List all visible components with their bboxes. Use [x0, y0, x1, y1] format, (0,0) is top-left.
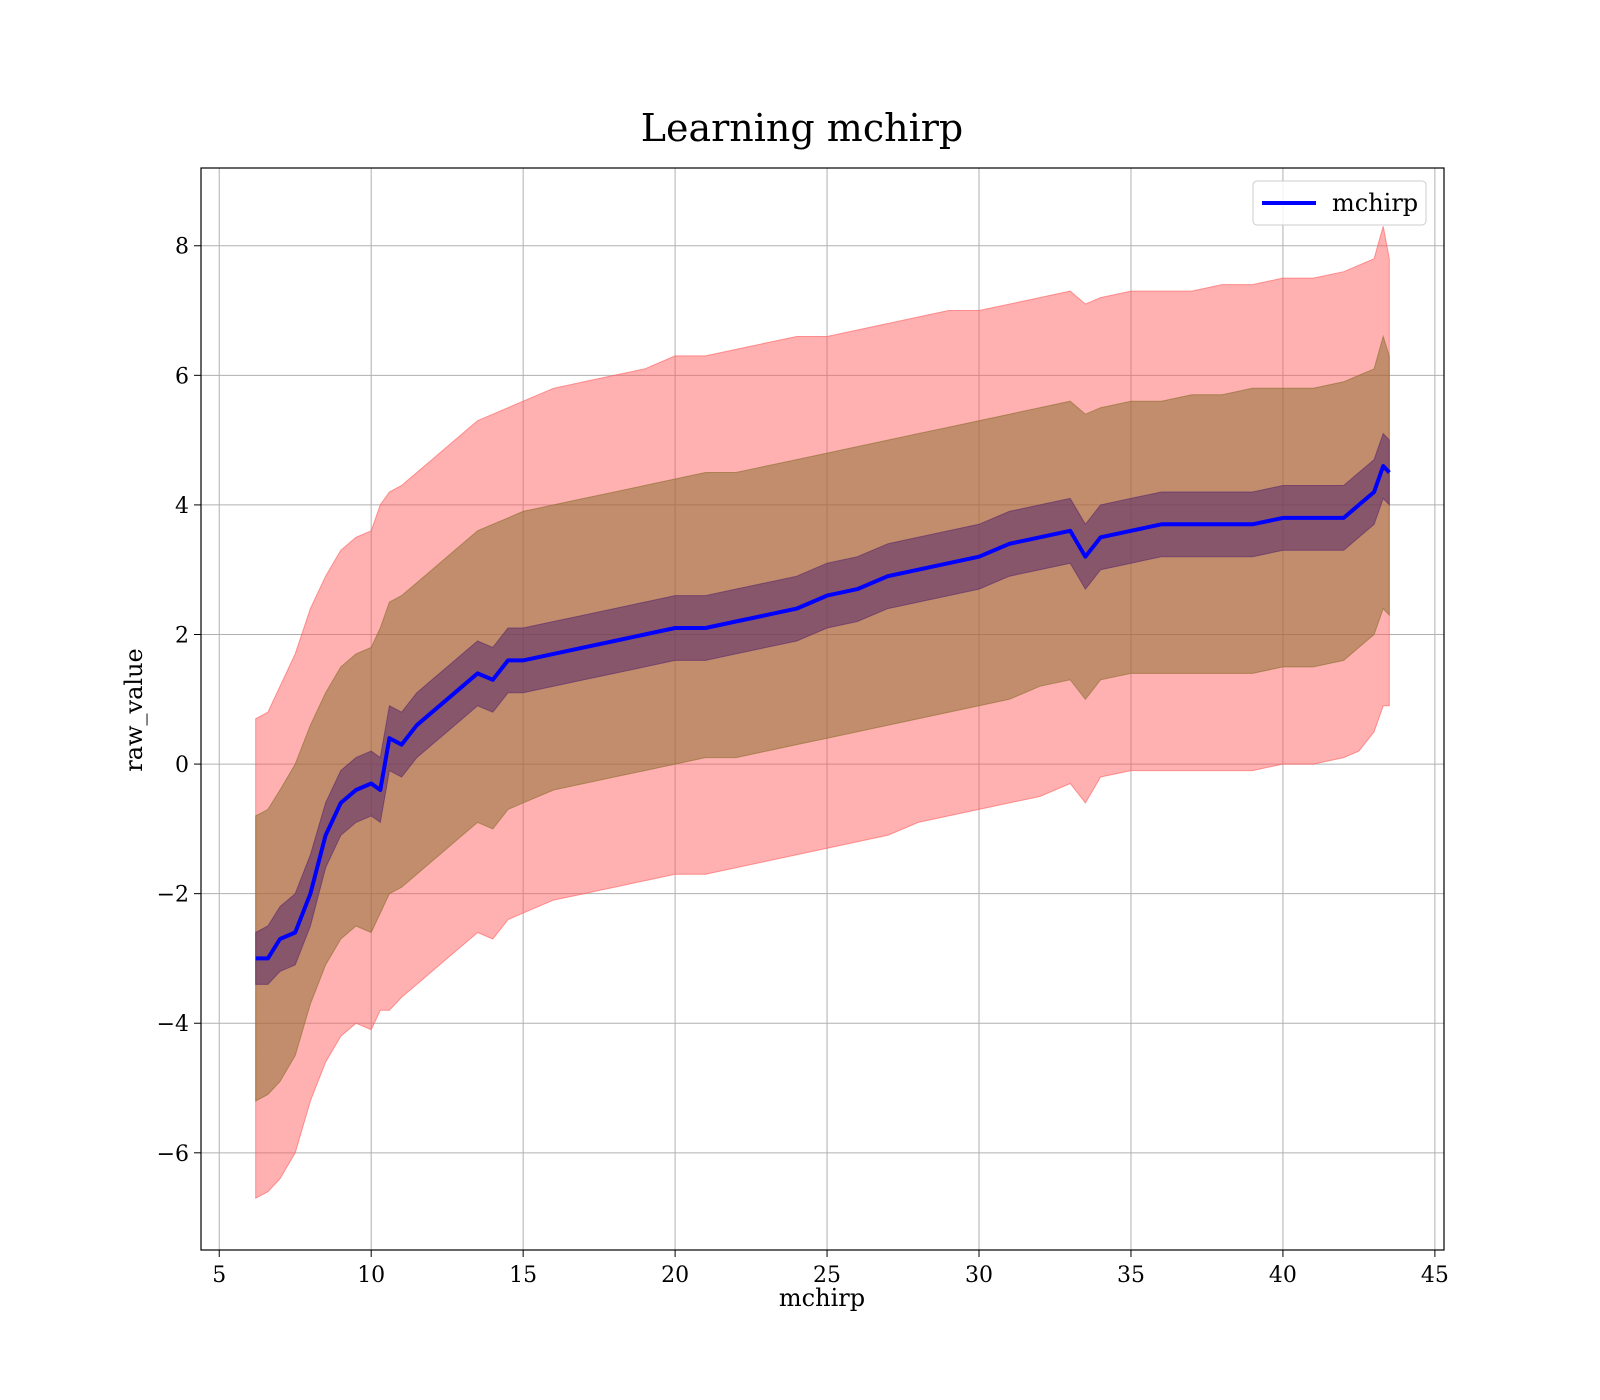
y-axis-label: raw_value [120, 648, 148, 772]
y-tick-label: 0 [175, 753, 189, 778]
y-axis-ticks: −6 −4 −2 0 2 4 6 8 [157, 235, 201, 1167]
series-lines [255, 464, 1391, 961]
y-tick-label: 8 [175, 235, 189, 260]
x-tick-label: 45 [1421, 1263, 1449, 1288]
legend: mchirp [1252, 180, 1427, 226]
x-axis-ticks: 5 10 15 20 25 30 35 40 45 [212, 1250, 1449, 1288]
series-line-mchirp [255, 464, 1391, 961]
y-tick-label: 4 [175, 494, 189, 519]
plot-frame [200, 167, 1445, 1251]
y-tick-label: −4 [157, 1012, 189, 1037]
x-tick-label: 35 [1117, 1263, 1145, 1288]
x-tick-label: 30 [965, 1263, 993, 1288]
chart-title: Learning mchirp [641, 106, 963, 150]
x-tick-label: 15 [509, 1263, 537, 1288]
y-tick-label: −6 [157, 1142, 189, 1167]
x-tick-label: 40 [1269, 1263, 1297, 1288]
x-axis-label: mchirp [779, 1284, 865, 1312]
x-tick-label: 25 [813, 1263, 841, 1288]
x-tick-label: 5 [212, 1263, 226, 1288]
y-tick-label: −2 [157, 883, 189, 908]
legend-label-mchirp: mchirp [1332, 189, 1418, 217]
x-tick-label: 10 [357, 1263, 385, 1288]
band-inner [255, 432, 1390, 985]
y-tick-label: 6 [175, 364, 189, 389]
confidence-bands [255, 226, 1390, 1200]
y-tick-label: 2 [175, 623, 189, 648]
x-tick-label: 20 [661, 1263, 689, 1288]
legend-box [1252, 180, 1427, 226]
